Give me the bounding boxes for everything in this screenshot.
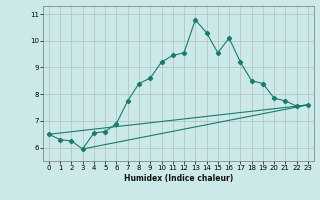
X-axis label: Humidex (Indice chaleur): Humidex (Indice chaleur) — [124, 174, 233, 183]
